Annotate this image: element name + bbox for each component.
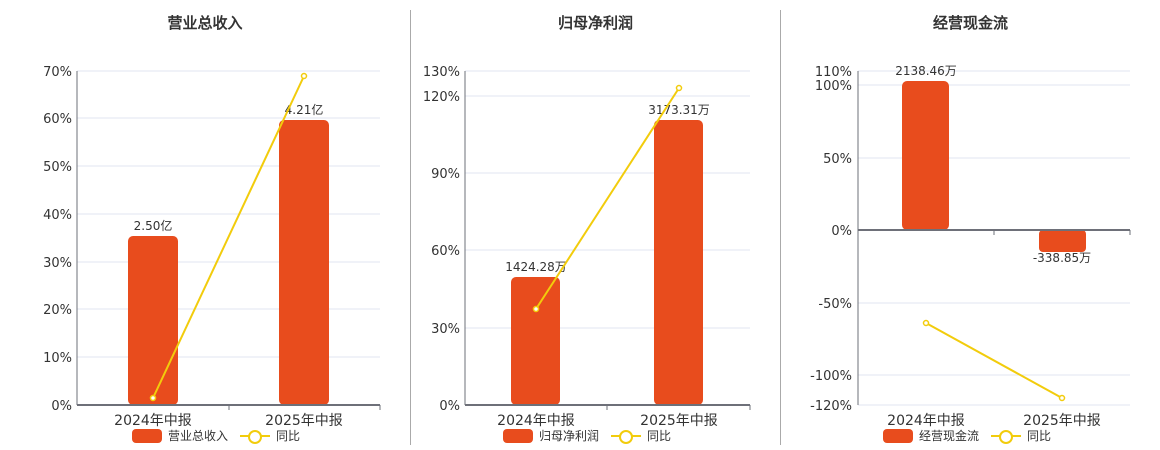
bar-2025[interactable]	[279, 120, 329, 405]
bar-2025[interactable]	[654, 120, 703, 405]
bar-value-label: -338.85万	[1033, 251, 1091, 265]
yoy-point[interactable]	[922, 319, 930, 327]
yoy-line	[152, 75, 305, 399]
y-tick: 110%	[815, 65, 852, 80]
bar-value-label: 2138.46万	[895, 64, 957, 78]
legend-line-label[interactable]: 同比	[647, 429, 672, 443]
y-tick: 90%	[431, 167, 460, 182]
y-tick: 60%	[43, 112, 72, 127]
bar-value-label: 4.21亿	[285, 102, 324, 117]
yoy-point[interactable]	[675, 84, 683, 92]
y-tick: 50%	[43, 160, 72, 175]
y-tick: 30%	[431, 322, 460, 337]
yoy-line	[925, 322, 1063, 399]
divider	[410, 10, 411, 445]
y-tick: 20%	[43, 303, 72, 318]
yoy-point[interactable]	[532, 305, 540, 313]
bar-2025[interactable]	[1039, 230, 1086, 252]
chart-title: 营业总收入	[167, 14, 243, 32]
legend-line-swatch-icon[interactable]	[611, 429, 642, 444]
y-tick: 70%	[43, 65, 72, 80]
y-tick: 0%	[51, 399, 72, 414]
legend-bar-swatch[interactable]	[132, 428, 162, 443]
x-tick: 2024年中报	[114, 413, 192, 429]
y-tick: 100%	[815, 79, 852, 94]
y-tick: 0%	[831, 224, 852, 239]
legend-bar-swatch[interactable]	[883, 428, 913, 443]
x-tick: 2025年中报	[640, 413, 718, 429]
y-tick: 10%	[43, 351, 72, 366]
y-tick: 30%	[43, 256, 72, 271]
bar-2024[interactable]	[128, 236, 178, 405]
y-tick: -50%	[818, 297, 852, 312]
chart-plot: 130% 120% 90% 60% 30% 0% 1424.28万 3173.3…	[423, 65, 751, 429]
yoy-point[interactable]	[1058, 394, 1066, 402]
chart-title: 归母净利润	[557, 14, 633, 32]
divider	[780, 10, 781, 445]
y-tick: 130%	[423, 65, 460, 80]
legend: 经营现金流 同比	[883, 427, 1051, 444]
y-tick: 50%	[823, 152, 852, 167]
bar-2024[interactable]	[511, 277, 560, 405]
x-tick: 2024年中报	[887, 413, 965, 429]
chart-panel-net-profit: 归母净利润 130% 120% 90% 60% 30% 0% 1424.28万 …	[411, 0, 780, 450]
x-tick: 2025年中报	[1023, 413, 1101, 429]
yoy-line	[535, 87, 680, 310]
chart-title: 经营现金流	[932, 14, 1008, 32]
chart-panel-revenue: 营业总收入 70% 60% 50% 40% 30% 20% 10% 0% 2.5…	[0, 0, 410, 450]
y-tick: 0%	[439, 399, 460, 414]
bar-2024[interactable]	[902, 81, 949, 230]
y-tick: -100%	[810, 369, 852, 384]
legend-line-label[interactable]: 同比	[1027, 429, 1052, 443]
legend: 归母净利润 同比	[503, 427, 671, 444]
legend-line-swatch-icon[interactable]	[991, 429, 1022, 444]
legend: 营业总收入 同比	[132, 427, 300, 444]
y-tick: -120%	[810, 399, 852, 414]
y-tick: 120%	[423, 90, 460, 105]
x-tick: 2025年中报	[265, 413, 343, 429]
legend-bar-label[interactable]: 营业总收入	[168, 429, 229, 443]
legend-bar-label[interactable]: 归母净利润	[539, 429, 600, 443]
yoy-point[interactable]	[300, 72, 308, 80]
legend-line-label[interactable]: 同比	[276, 429, 301, 443]
y-tick: 60%	[431, 244, 460, 259]
y-tick: 40%	[43, 208, 72, 223]
bar-value-label: 2.50亿	[134, 218, 173, 233]
chart-panel-operating-cashflow: 经营现金流 110% 100% 50% 0% -50% -100% -120% …	[781, 0, 1160, 450]
legend-bar-label[interactable]: 经营现金流	[919, 429, 980, 443]
yoy-point[interactable]	[149, 394, 157, 402]
bar-value-label: 3173.31万	[648, 103, 710, 117]
x-tick: 2024年中报	[497, 413, 575, 429]
chart-plot: 70% 60% 50% 40% 30% 20% 10% 0% 2.50亿 4.2…	[43, 65, 381, 429]
legend-line-swatch-icon[interactable]	[240, 429, 271, 444]
bar-value-label: 1424.28万	[505, 260, 567, 274]
chart-plot: 110% 100% 50% 0% -50% -100% -120% 2138.4…	[810, 64, 1131, 429]
legend-bar-swatch[interactable]	[503, 428, 533, 443]
